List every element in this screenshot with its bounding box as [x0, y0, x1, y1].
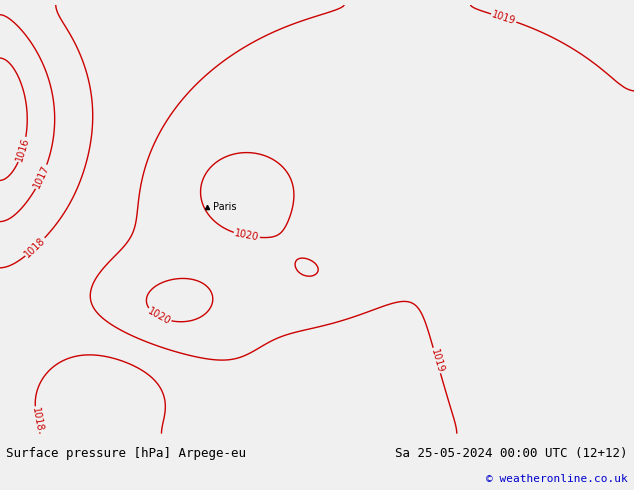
- Text: Sa 25-05-2024 00:00 UTC (12+12): Sa 25-05-2024 00:00 UTC (12+12): [395, 447, 628, 460]
- Text: 1018: 1018: [23, 235, 48, 259]
- Text: 1019: 1019: [491, 9, 517, 26]
- Text: Paris: Paris: [212, 202, 236, 212]
- Text: 1018: 1018: [30, 406, 44, 432]
- Text: 1019: 1019: [429, 347, 445, 374]
- Text: © weatheronline.co.uk: © weatheronline.co.uk: [486, 474, 628, 484]
- Text: 1017: 1017: [32, 164, 51, 190]
- Text: 1020: 1020: [146, 306, 172, 327]
- Text: 1016: 1016: [15, 137, 31, 163]
- Text: Surface pressure [hPa] Arpege-eu: Surface pressure [hPa] Arpege-eu: [6, 447, 247, 460]
- Text: 1020: 1020: [233, 228, 260, 243]
